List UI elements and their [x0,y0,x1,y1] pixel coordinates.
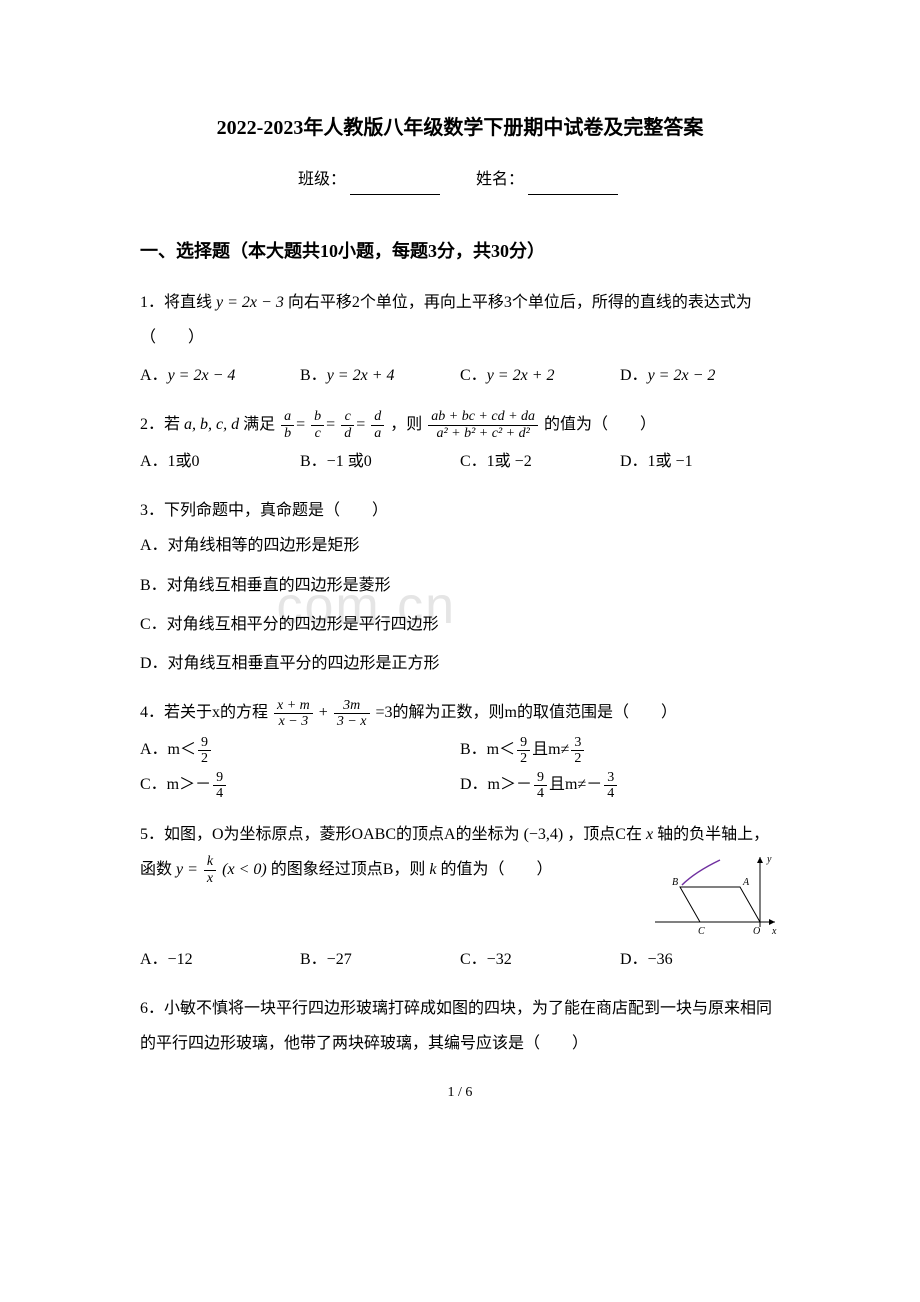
q3-text: 3．下列命题中，真命题是（ ） [140,493,780,528]
svg-text:y: y [766,854,772,865]
student-info: 班级： 姓名： [140,166,780,195]
q5-diagram: y x A B C O [650,852,780,942]
question-1: 1．将直线 y = 2x − 3 向右平移2个单位，再向上平移3个单位后，所得的… [140,285,780,393]
name-blank[interactable] [528,177,618,195]
q2-option-b: B．−1 或0 [300,444,460,479]
q1-option-a: A．y = 2x − 4 [140,358,300,393]
q4-option-a: A．m＜92 [140,732,460,767]
q1-option-b: B．y = 2x + 4 [300,358,460,393]
svg-text:O: O [753,926,760,937]
q3-option-c: C．对角线互相平分的四边形是平行四边形 [140,607,780,642]
question-4: 4．若关于x的方程 x + mx − 3 + 3m3 − x =3的解为正数，则… [140,695,780,803]
q2-pre: 2．若 [140,416,180,433]
svg-text:C: C [698,926,705,937]
q3-option-a: A．对角线相等的四边形是矩形 [140,528,780,563]
q2-mid2: ，则 [390,416,422,433]
q1-option-d: D．y = 2x − 2 [620,358,780,393]
q2-vars: a, b, c, d [184,416,239,433]
svg-text:B: B [672,877,678,888]
class-blank[interactable] [350,177,440,195]
q5-pre: 5．如图，O为坐标原点，菱形OABC的顶点A的坐标为 [140,826,520,843]
q5-option-b: B．−27 [300,942,460,977]
q1-option-c: C．y = 2x + 2 [460,358,620,393]
q6-text: 6．小敏不慎将一块平行四边形玻璃打碎成如图的四块，为了能在商店配到一块与原来相同… [140,1000,772,1052]
q4-option-d: D．m＞－94且m≠－34 [460,767,780,802]
question-6: 6．小敏不慎将一块平行四边形玻璃打碎成如图的四块，为了能在商店配到一块与原来相同… [140,991,780,1061]
name-label: 姓名： [476,171,524,188]
q1-expr: y = 2x − 3 [216,294,284,311]
q4-option-b: B．m＜92且m≠32 [460,732,780,767]
q4-option-c: C．m＞－94 [140,767,460,802]
q2-option-a: A．1或0 [140,444,300,479]
page-number: 1 / 6 [0,1080,920,1105]
q5-option-a: A．−12 [140,942,300,977]
page-title: 2022-2023年人教版八年级数学下册期中试卷及完整答案 [140,110,780,146]
class-label: 班级： [298,171,346,188]
q5-coord: (−3,4) [524,826,564,843]
q1-pre: 1．将直线 [140,294,212,311]
q2-mid1: 满足 [243,416,275,433]
question-3: 3．下列命题中，真命题是（ ） A．对角线相等的四边形是矩形 B．对角线互相垂直… [140,493,780,681]
section-1-title: 一、选择题（本大题共10小题，每题3分，共30分） [140,235,780,267]
q2-option-d: D．1或 −1 [620,444,780,479]
q5-option-c: C．−32 [460,942,620,977]
q3-option-d: D．对角线互相垂直平分的四边形是正方形 [140,646,780,681]
question-2: 2．若 a, b, c, d 满足 ab= bc= cd= da ，则 ab +… [140,407,780,479]
question-5: 5．如图，O为坐标原点，菱形OABC的顶点A的坐标为 (−3,4) ，顶点C在 … [140,817,780,977]
q2-option-c: C．1或 −2 [460,444,620,479]
q4-pre: 4．若关于x的方程 [140,704,268,721]
svg-text:A: A [742,877,750,888]
q4-post: =3的解为正数，则m的取值范围是（ ） [376,704,677,721]
q3-option-b: B．对角线互相垂直的四边形是菱形 [140,568,780,603]
q5-option-d: D．−36 [620,942,780,977]
q2-post: 的值为（ ） [544,416,656,433]
svg-text:x: x [771,926,777,937]
